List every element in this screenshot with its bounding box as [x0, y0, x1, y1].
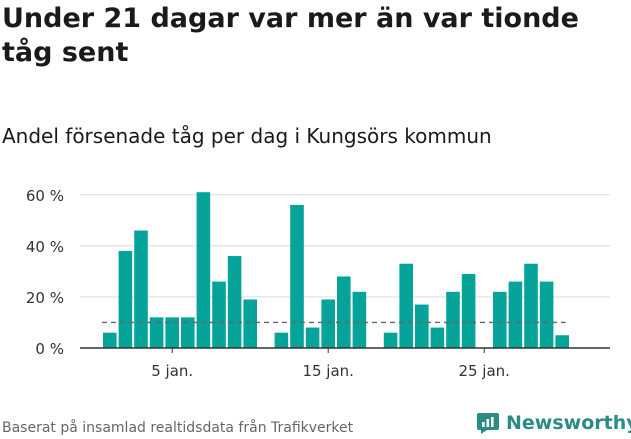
y-tick-label: 60 % [26, 187, 64, 205]
x-tick-label: 25 jan. [458, 362, 510, 380]
bar [430, 327, 445, 348]
bar [539, 281, 554, 348]
bar [461, 273, 476, 348]
bar [555, 335, 569, 348]
bar [274, 332, 289, 348]
x-tick-label: 15 jan. [302, 362, 354, 380]
bar [118, 250, 133, 348]
bar-chart: 0 % 20 % 40 % 60 % 5 jan. 15 jan. 25 jan. [26, 187, 610, 380]
bars [103, 192, 569, 348]
bar [321, 299, 335, 348]
bar [524, 263, 538, 348]
bar [103, 332, 117, 348]
bar [134, 230, 148, 348]
y-tick-label: 40 % [26, 238, 64, 256]
y-axis-ticks: 0 % 20 % 40 % 60 % [26, 187, 64, 358]
x-axis-ticks: 5 jan. 15 jan. 25 jan. [151, 348, 510, 380]
brand-name: Newsworthy [506, 412, 631, 434]
bar [227, 256, 242, 348]
bar [305, 327, 320, 348]
bar [149, 317, 164, 348]
y-tick-label: 20 % [26, 289, 64, 307]
bar [337, 276, 351, 348]
chart-subtitle: Andel försenade tåg per dag i Kungsörs k… [2, 124, 492, 148]
y-tick-label: 0 % [35, 340, 64, 358]
bar [212, 281, 226, 348]
bar [383, 332, 398, 348]
newsworthy-logo[interactable]: Newsworthy [476, 409, 631, 437]
bar [493, 291, 507, 348]
bar [181, 317, 195, 348]
bar [243, 299, 257, 348]
bar [352, 291, 367, 348]
chart-title: Under 21 dagar var mer än var tionde tåg… [2, 3, 579, 68]
bar [165, 317, 179, 348]
bar [196, 192, 211, 348]
bar [290, 204, 304, 348]
source-note: Baserat på insamlad realtidsdata från Tr… [2, 420, 354, 436]
bar [399, 263, 413, 348]
bar [446, 291, 460, 348]
bar [508, 281, 523, 348]
newsworthy-logo-icon [477, 413, 499, 434]
bar [415, 304, 429, 348]
x-tick-label: 5 jan. [151, 362, 193, 380]
